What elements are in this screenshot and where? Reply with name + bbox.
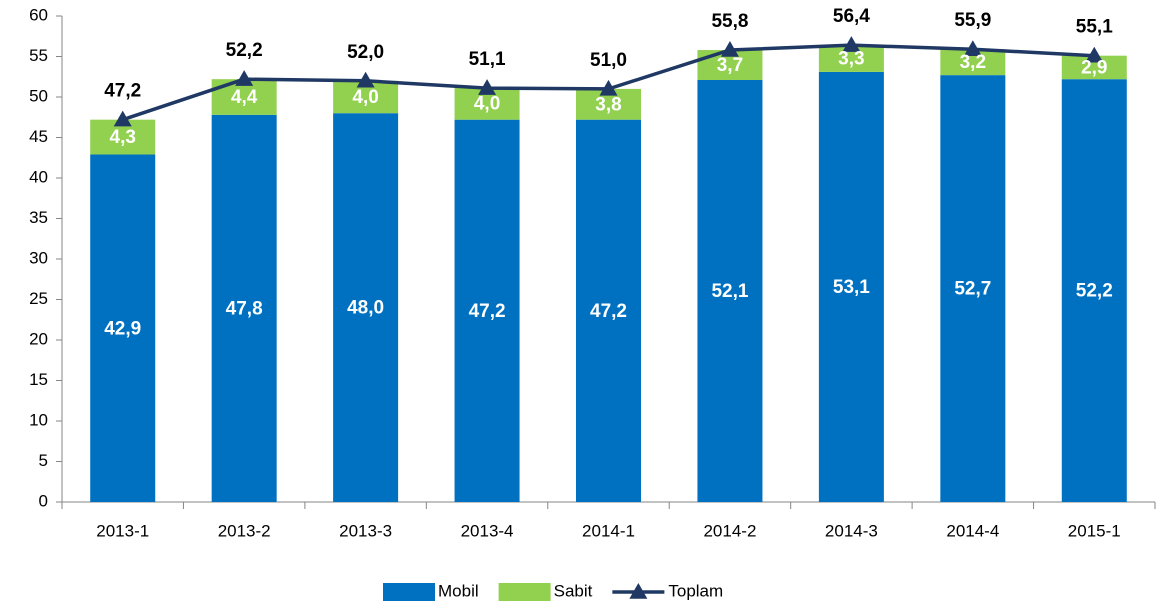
line-label: 55,8 — [711, 11, 748, 32]
x-tick-label: 2015-1 — [1068, 521, 1121, 540]
y-tick-label: 0 — [39, 491, 48, 510]
bar-label: 4,4 — [231, 87, 258, 108]
x-tick-label: 2013-3 — [339, 521, 392, 540]
bar-label: 52,2 — [1076, 281, 1113, 302]
x-tick-label: 2013-4 — [461, 521, 514, 540]
y-tick-label: 10 — [29, 410, 48, 429]
bar — [211, 114, 277, 502]
y-tick-label: 20 — [29, 329, 48, 348]
bar-label: 52,7 — [954, 279, 991, 300]
bar-label: 3,8 — [595, 94, 621, 115]
line-label: 52,0 — [347, 42, 384, 63]
x-tick-label: 2013-2 — [218, 521, 271, 540]
bar-label: 42,9 — [104, 318, 141, 339]
bar-label: 3,3 — [838, 49, 864, 70]
bar — [1061, 79, 1127, 503]
bar — [333, 113, 399, 502]
x-tick-label: 2014-4 — [946, 521, 999, 540]
y-tick-label: 60 — [29, 5, 48, 24]
bar-label: 47,2 — [469, 301, 506, 322]
bar-label: 47,2 — [590, 301, 627, 322]
line-marker — [1085, 46, 1104, 63]
line-marker — [720, 41, 739, 57]
line-label: 55,1 — [1076, 17, 1113, 38]
line-label: 51,0 — [590, 50, 627, 71]
bar-label: 48,0 — [347, 298, 384, 319]
bar-label: 53,1 — [833, 277, 870, 298]
y-tick-label: 25 — [29, 289, 48, 308]
line-marker — [113, 110, 132, 127]
bar — [940, 75, 1006, 502]
legend-swatch — [498, 583, 551, 601]
bar-label: 52,1 — [711, 281, 748, 302]
x-tick-label: 2014-3 — [825, 521, 878, 540]
line-marker — [963, 40, 982, 56]
bar — [697, 79, 763, 503]
y-tick-label: 40 — [29, 167, 48, 186]
y-tick-label: 50 — [29, 86, 48, 105]
line-label: 56,4 — [833, 6, 870, 27]
legend-label: Mobil — [438, 581, 479, 600]
line-marker — [356, 71, 375, 88]
bar — [1061, 55, 1127, 80]
bar-label: 47,8 — [226, 298, 263, 319]
x-tick-label: 2013-1 — [96, 521, 149, 540]
line-marker — [235, 70, 254, 86]
bar-label: 2,9 — [1081, 57, 1107, 78]
legend-label: Sabit — [554, 581, 593, 600]
y-tick-label: 35 — [29, 208, 48, 227]
y-tick-label: 5 — [39, 451, 48, 470]
bar — [576, 119, 641, 503]
line-marker — [842, 36, 861, 52]
line-label: 51,1 — [469, 49, 506, 70]
bar-label: 3,2 — [960, 52, 986, 73]
bar-label: 3,7 — [717, 55, 743, 76]
y-tick-label: 30 — [29, 248, 48, 267]
bar-label: 4,3 — [110, 127, 136, 148]
legend-label: Toplam — [668, 581, 723, 600]
legend-swatch — [383, 583, 435, 601]
x-tick-label: 2014-2 — [703, 521, 756, 540]
line-marker — [478, 79, 497, 95]
legend-marker — [629, 583, 648, 599]
bar-label: 4,0 — [474, 93, 500, 114]
line-label: 47,2 — [104, 81, 141, 102]
bar — [454, 119, 520, 503]
bar — [90, 154, 156, 502]
line-label: 55,9 — [954, 10, 991, 31]
y-tick-label: 55 — [29, 46, 48, 65]
line-label: 52,2 — [226, 40, 263, 61]
bar — [818, 71, 884, 502]
y-tick-label: 45 — [29, 127, 48, 146]
bar-label: 4,0 — [352, 87, 378, 108]
y-tick-label: 15 — [29, 370, 48, 389]
line-marker — [599, 79, 618, 96]
x-tick-label: 2014-1 — [582, 521, 635, 540]
